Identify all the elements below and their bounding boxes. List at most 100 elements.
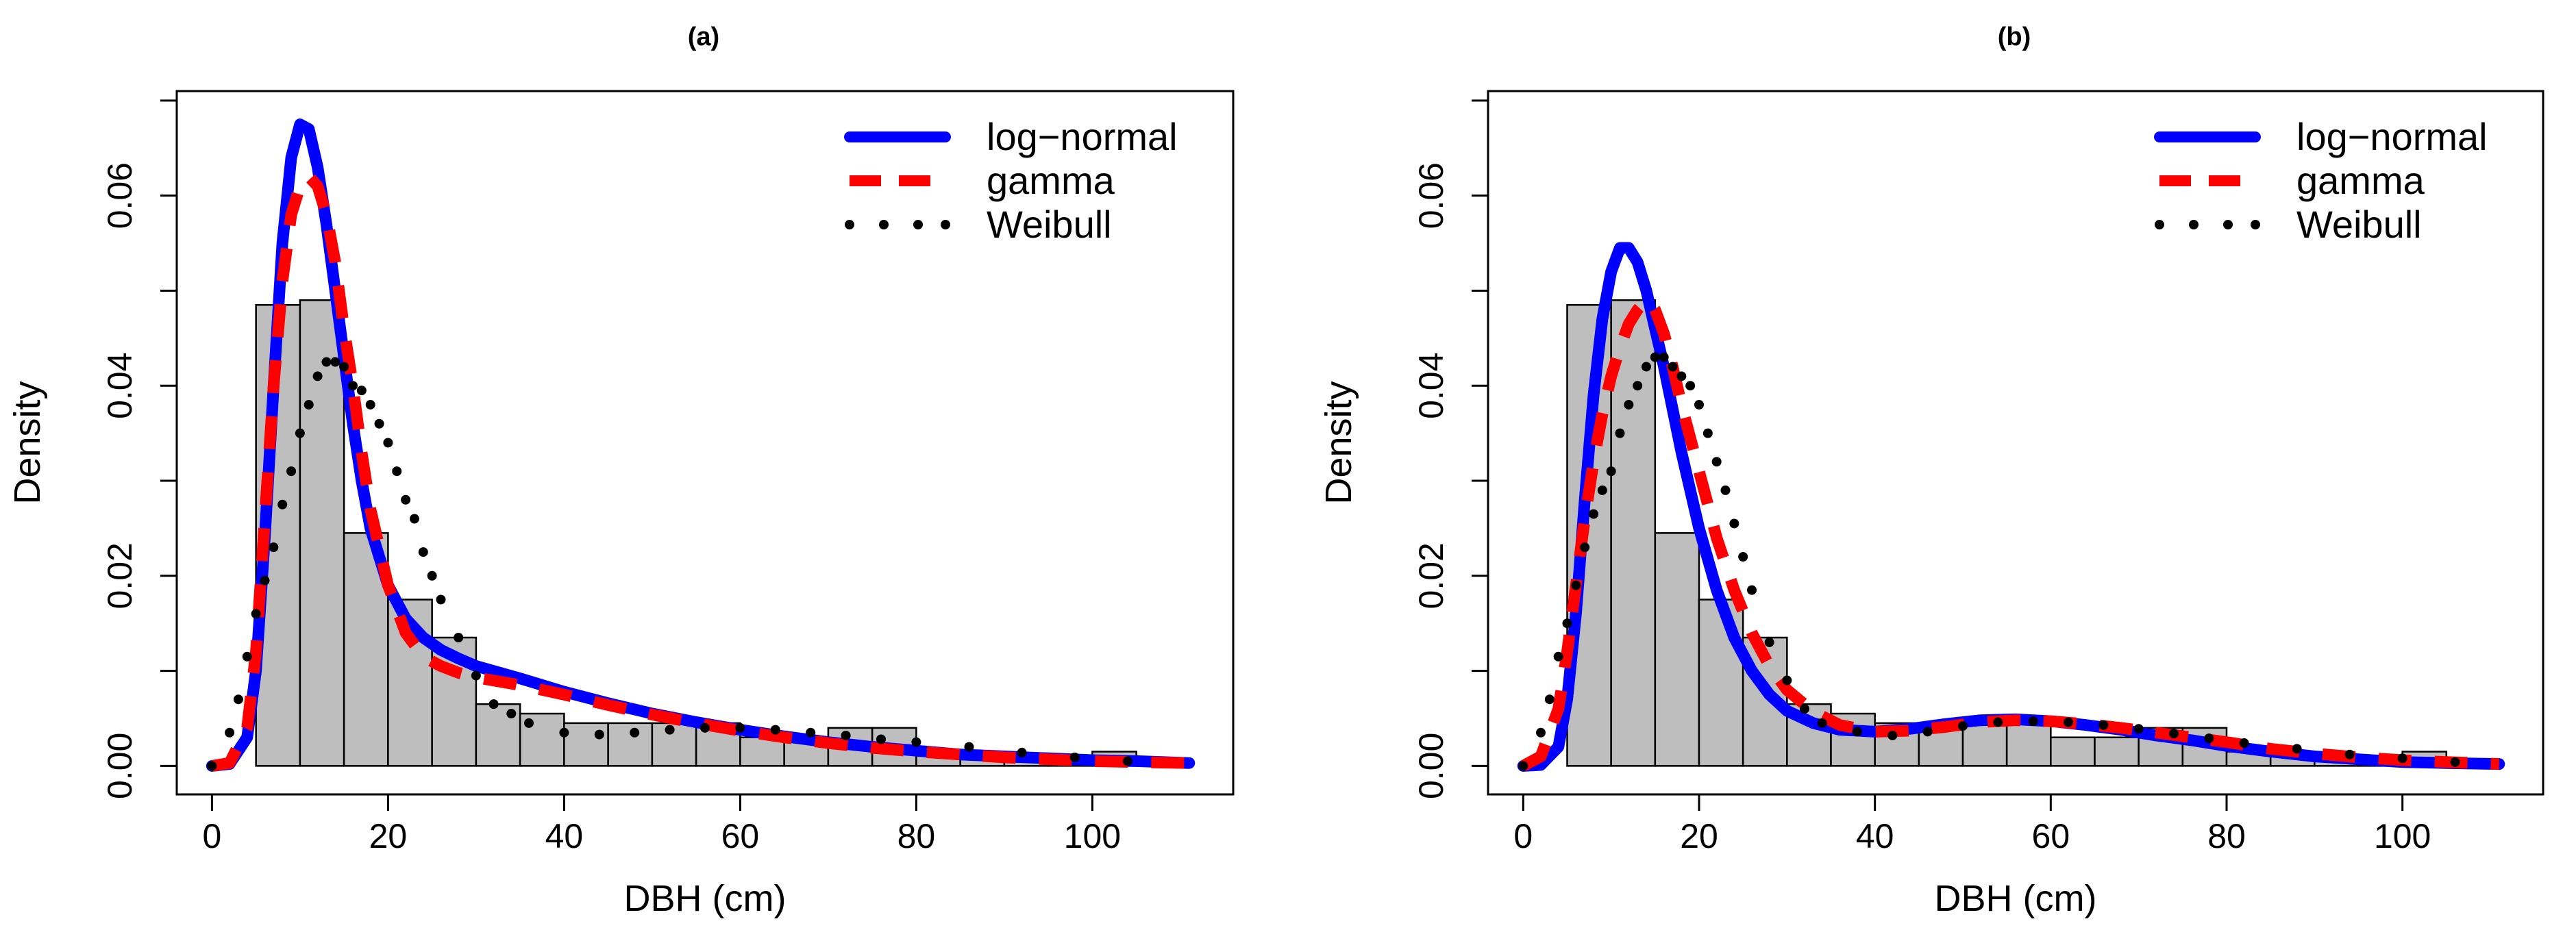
weibull-point xyxy=(1642,362,1651,372)
weibull-point xyxy=(1571,580,1581,590)
x-tick-label: 100 xyxy=(2374,817,2431,855)
weibull-point xyxy=(1650,352,1660,362)
plot-frame xyxy=(175,90,1235,796)
histogram-bar xyxy=(299,299,345,767)
panel-a: (a) 0 20 40 60 80 100 DBH (cm) 0.00 0.02 0.04 0.06 D… xyxy=(7,23,1235,919)
panel-title: (a) xyxy=(688,23,719,51)
weibull-point xyxy=(304,399,314,410)
weibull-point xyxy=(594,729,604,740)
weibull-point xyxy=(1633,381,1643,391)
histogram-bar xyxy=(563,722,609,767)
legend-label: gamma xyxy=(2296,159,2425,202)
x-tick-label: 80 xyxy=(897,817,936,855)
weibull-point xyxy=(1069,752,1080,762)
x-tick-label: 40 xyxy=(545,817,584,855)
weibull-point xyxy=(1597,485,1607,495)
legend-dot-weibull xyxy=(913,220,923,229)
weibull-point xyxy=(339,362,349,372)
plot-frame xyxy=(1487,90,2544,796)
weibull-point xyxy=(348,381,358,391)
weibull-point xyxy=(1853,727,1862,737)
y-axis: 0.00 0.02 0.04 0.06 Density xyxy=(7,99,177,799)
y-tick-label: 0.00 xyxy=(1412,733,1450,799)
weibull-point xyxy=(1958,721,1968,731)
legend-label: Weibull xyxy=(987,203,1112,246)
weibull-point xyxy=(1668,362,1678,372)
weibull-point xyxy=(735,722,745,733)
weibull-point xyxy=(471,670,481,681)
x-tick-label: 20 xyxy=(1680,817,1718,855)
weibull-point xyxy=(330,357,340,367)
weibull-point xyxy=(233,694,243,705)
x-axis-label: DBH (cm) xyxy=(624,878,787,919)
weibull-point xyxy=(1993,717,2003,727)
weibull-point xyxy=(806,727,816,738)
weibull-point xyxy=(1694,399,1704,410)
weibull-point xyxy=(260,575,270,586)
histogram-bar xyxy=(1566,304,1612,767)
weibull-point xyxy=(295,428,305,438)
weibull-point xyxy=(225,727,235,738)
weibull-point xyxy=(365,399,375,410)
weibull-point xyxy=(1562,618,1572,629)
histogram-bar xyxy=(607,722,654,767)
weibull-point xyxy=(700,722,710,733)
histogram-bar xyxy=(1961,722,2008,767)
histogram-bar xyxy=(2050,736,2096,767)
weibull-point xyxy=(2028,716,2038,727)
weibull-point xyxy=(1922,727,1933,737)
weibull-point xyxy=(242,651,252,662)
gamma-curve xyxy=(211,171,1189,772)
weibull-point xyxy=(1764,637,1774,647)
y-axis-label: Density xyxy=(7,381,48,504)
x-tick-label: 20 xyxy=(369,817,408,855)
weibull-point xyxy=(1729,518,1739,529)
weibull-point xyxy=(1536,727,1546,738)
x-axis: 0 20 40 60 80 100 DBH (cm) xyxy=(202,794,1121,919)
weibull-point xyxy=(964,742,974,752)
x-tick-label: 0 xyxy=(202,817,221,855)
weibull-point xyxy=(1589,509,1598,519)
weibull-point xyxy=(911,737,921,747)
y-tick-label: 0.00 xyxy=(101,733,139,799)
weibull-point xyxy=(1606,466,1616,477)
y-tick-label: 0.02 xyxy=(101,542,139,609)
legend-label: gamma xyxy=(987,159,1115,202)
weibull-point xyxy=(427,570,437,581)
y-axis: 0.00 0.02 0.04 0.06 Density xyxy=(1318,99,1488,799)
x-tick-label: 60 xyxy=(721,817,760,855)
weibull-point xyxy=(277,499,288,510)
legend-dot-weibull xyxy=(2223,220,2233,229)
weibull-point xyxy=(1122,756,1132,766)
legend-label: log−normal xyxy=(2296,115,2488,158)
weibull-point xyxy=(1544,694,1555,705)
weibull-point xyxy=(1720,485,1731,495)
legend-dot-weibull xyxy=(845,220,854,229)
weibull-point xyxy=(1553,651,1563,662)
weibull-point xyxy=(383,438,393,448)
weibull-curve xyxy=(207,357,1132,771)
weibull-point xyxy=(1017,747,1027,757)
weibull-point xyxy=(392,466,402,477)
weibull-point xyxy=(1711,457,1722,467)
weibull-point xyxy=(665,725,675,735)
log-normal-curve xyxy=(1517,242,2505,772)
panel-title: (b) xyxy=(1998,23,2031,51)
weibull-point xyxy=(1747,585,1757,595)
weibull-point xyxy=(1702,428,1713,438)
weibull-point xyxy=(2239,738,2249,749)
weibull-curve xyxy=(1518,352,2460,771)
weibull-point xyxy=(409,514,419,524)
weibull-point xyxy=(356,386,367,396)
weibull-point xyxy=(488,699,499,709)
histogram-bar xyxy=(1610,299,1657,767)
y-axis-label: Density xyxy=(1318,381,1359,504)
weibull-point xyxy=(2204,733,2214,744)
legend-label: log−normal xyxy=(987,115,1178,158)
y-tick-label: 0.04 xyxy=(1412,353,1450,419)
weibull-point xyxy=(2397,753,2407,764)
weibull-point xyxy=(1615,428,1625,438)
